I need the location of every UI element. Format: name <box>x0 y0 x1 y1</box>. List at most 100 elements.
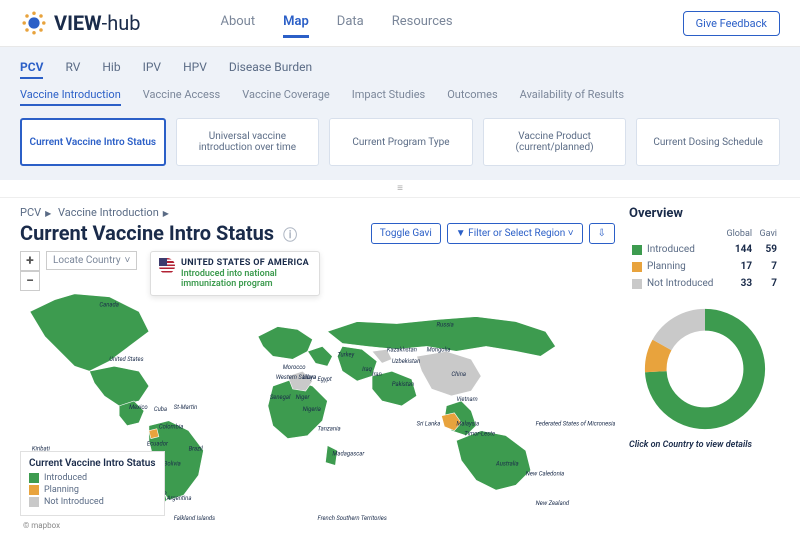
collapse-handle[interactable]: ≡ <box>0 180 800 198</box>
svg-text:Niger: Niger <box>296 394 311 401</box>
svg-text:Federated States of Micronesia: Federated States of Micronesia <box>536 421 615 428</box>
info-icon[interactable]: ⓘ <box>283 228 297 244</box>
feedback-button[interactable]: Give Feedback <box>683 11 780 36</box>
svg-text:Argentina: Argentina <box>166 495 192 502</box>
legend-item: Not Introduced <box>29 497 156 507</box>
tab2-vaccine-coverage[interactable]: Vaccine Coverage <box>242 85 330 106</box>
map-legend: Current Vaccine Intro Status Introduced P… <box>20 451 165 516</box>
svg-text:Iran: Iran <box>372 371 382 378</box>
svg-text:Vietnam: Vietnam <box>456 396 477 403</box>
svg-text:Falkland Islands: Falkland Islands <box>174 515 215 522</box>
svg-text:Malaysia: Malaysia <box>456 421 479 428</box>
nav-map[interactable]: Map <box>283 8 309 38</box>
svg-text:Australia: Australia <box>495 460 519 467</box>
filter-region-button[interactable]: ▼ Filter or Select Region ˅ <box>447 223 583 244</box>
card-2[interactable]: Current Program Type <box>329 118 473 166</box>
svg-text:Ecuador: Ecuador <box>147 441 169 448</box>
stat-row: Introduced14459 <box>629 241 780 258</box>
tab1-ipv[interactable]: IPV <box>143 57 161 79</box>
svg-text:Tanzania: Tanzania <box>317 426 340 433</box>
svg-text:Uzbekistan: Uzbekistan <box>392 358 420 365</box>
svg-text:Russia: Russia <box>436 322 453 329</box>
indicator-cards: Current Vaccine Intro StatusUniversal va… <box>20 118 780 166</box>
card-3[interactable]: Vaccine Product (current/planned) <box>483 118 627 166</box>
svg-text:Sri Lanka: Sri Lanka <box>417 421 441 428</box>
category-tabs: Vaccine Introduction Vaccine Access Vaccin… <box>20 85 780 106</box>
tab2-vaccine-access[interactable]: Vaccine Access <box>143 85 220 106</box>
svg-text:Pakistan: Pakistan <box>392 381 414 388</box>
map-container: + − Locate Country˅ UNITED STATES OF AME… <box>20 251 615 531</box>
svg-text:Kazakhstan: Kazakhstan <box>387 346 417 353</box>
chevron-down-icon: ˅ <box>125 255 131 266</box>
legend-title: Current Vaccine Intro Status <box>29 458 156 469</box>
breadcrumb: PCV▶ Vaccine Introduction▶ <box>20 206 615 219</box>
svg-text:New Caledonia: New Caledonia <box>526 470 565 477</box>
download-button[interactable]: ⇩ <box>589 223 615 244</box>
svg-text:Madagascar: Madagascar <box>332 450 365 457</box>
flag-icon <box>159 258 175 274</box>
svg-text:Mongolia: Mongolia <box>427 346 451 353</box>
svg-text:Bolivia: Bolivia <box>164 460 181 467</box>
tab1-hib[interactable]: Hib <box>102 57 120 79</box>
svg-text:China: China <box>451 371 466 378</box>
header: VIEW-hub About Map Data Resources Give Feed… <box>0 0 800 47</box>
tab1-hpv[interactable]: HPV <box>183 57 207 79</box>
svg-text:Turkey: Turkey <box>337 351 354 358</box>
svg-text:Brazil: Brazil <box>189 446 204 453</box>
country-tooltip: UNITED STATES OF AMERICA Introduced into… <box>150 251 320 296</box>
logo-text: VIEW-hub <box>54 11 140 35</box>
svg-text:Nigeria: Nigeria <box>303 406 321 413</box>
tab2-vaccine-introduction[interactable]: Vaccine Introduction <box>20 85 121 106</box>
svg-text:Senegal: Senegal <box>270 394 291 401</box>
legend-item: Introduced <box>29 473 156 483</box>
legend-item: Planning <box>29 485 156 495</box>
svg-text:Morocco: Morocco <box>283 364 307 371</box>
svg-text:Western Sahara: Western Sahara <box>276 374 316 381</box>
crumb-b[interactable]: Vaccine Introduction <box>58 206 159 219</box>
tab1-pcv[interactable]: PCV <box>20 57 43 79</box>
tab2-availability-of-results[interactable]: Availability of Results <box>520 85 624 106</box>
card-1[interactable]: Universal vaccine introduction over time <box>176 118 320 166</box>
nav-resources[interactable]: Resources <box>392 8 453 38</box>
sub-header: PCV RV Hib IPV HPV Disease Burden Vaccine Int… <box>0 47 800 180</box>
tab2-outcomes[interactable]: Outcomes <box>447 85 497 106</box>
tooltip-status: Introduced into national immunization pr… <box>181 269 311 289</box>
overview-donut-chart <box>640 304 770 434</box>
svg-text:French Southern Territories: French Southern Territories <box>317 515 386 522</box>
svg-text:Cuba: Cuba <box>154 406 167 413</box>
card-4[interactable]: Current Dosing Schedule <box>636 118 780 166</box>
svg-text:Mexico: Mexico <box>129 404 148 411</box>
overview-title: Overview <box>629 206 780 221</box>
zoom-in-button[interactable]: + <box>20 251 40 271</box>
svg-text:Timor-Leste: Timor-Leste <box>464 431 495 438</box>
overview-table: GlobalGavi Introduced14459Planning177Not… <box>629 227 780 292</box>
download-icon: ⇩ <box>598 228 606 239</box>
svg-text:New Zealand: New Zealand <box>536 500 570 507</box>
logo[interactable]: VIEW-hub <box>20 9 140 37</box>
tab2-impact-studies[interactable]: Impact Studies <box>352 85 425 106</box>
filter-icon: ▼ <box>456 228 466 239</box>
zoom-out-button[interactable]: − <box>20 271 40 291</box>
svg-text:United States: United States <box>109 356 143 363</box>
svg-text:Iraq: Iraq <box>362 366 373 373</box>
vaccine-tabs: PCV RV Hib IPV HPV Disease Burden <box>20 57 780 79</box>
crumb-a[interactable]: PCV <box>20 206 41 219</box>
page-title: Current Vaccine Intro Status ⓘ <box>20 221 297 245</box>
nav-data[interactable]: Data <box>337 8 364 38</box>
map-attribution: © mapbox <box>20 520 63 531</box>
tab1-rv[interactable]: RV <box>65 57 80 79</box>
svg-text:Egypt: Egypt <box>317 376 331 383</box>
locate-country-select[interactable]: Locate Country˅ <box>46 251 137 270</box>
svg-text:Canada: Canada <box>99 302 119 309</box>
card-0[interactable]: Current Vaccine Intro Status <box>20 118 166 166</box>
nav-about[interactable]: About <box>220 8 255 38</box>
chevron-down-icon: ˅ <box>568 228 574 239</box>
overview-cta: Click on Country to view details <box>629 440 780 450</box>
stat-row: Not Introduced337 <box>629 275 780 292</box>
toggle-gavi-button[interactable]: Toggle Gavi <box>371 223 441 244</box>
svg-text:St-Martin: St-Martin <box>174 404 198 411</box>
overview-panel: Overview GlobalGavi Introduced14459Plann… <box>615 206 780 531</box>
logo-icon <box>20 9 48 37</box>
main-nav: About Map Data Resources <box>220 8 452 38</box>
tab1-disease-burden[interactable]: Disease Burden <box>229 57 312 79</box>
